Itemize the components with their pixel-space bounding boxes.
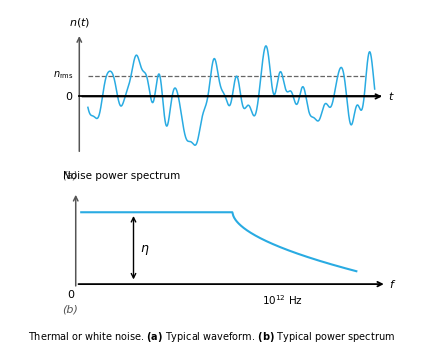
Text: Noise power spectrum: Noise power spectrum	[63, 171, 181, 181]
Text: $10^{12}$ Hz: $10^{12}$ Hz	[261, 293, 302, 307]
Text: $n_{\rm rms}$: $n_{\rm rms}$	[53, 70, 74, 82]
Text: $\eta$: $\eta$	[140, 243, 150, 257]
Text: $f$: $f$	[389, 278, 397, 290]
Text: Thermal or white noise. $\mathbf{(a)}$ Typical waveform. $\mathbf{(b)}$ Typical : Thermal or white noise. $\mathbf{(a)}$ T…	[28, 330, 395, 344]
Text: $t$: $t$	[387, 91, 394, 102]
Text: $0$: $0$	[65, 91, 74, 102]
Text: (a): (a)	[62, 171, 78, 180]
Text: $0$: $0$	[67, 288, 76, 300]
Text: (b): (b)	[62, 304, 78, 314]
Text: $n(t)$: $n(t)$	[69, 16, 90, 29]
